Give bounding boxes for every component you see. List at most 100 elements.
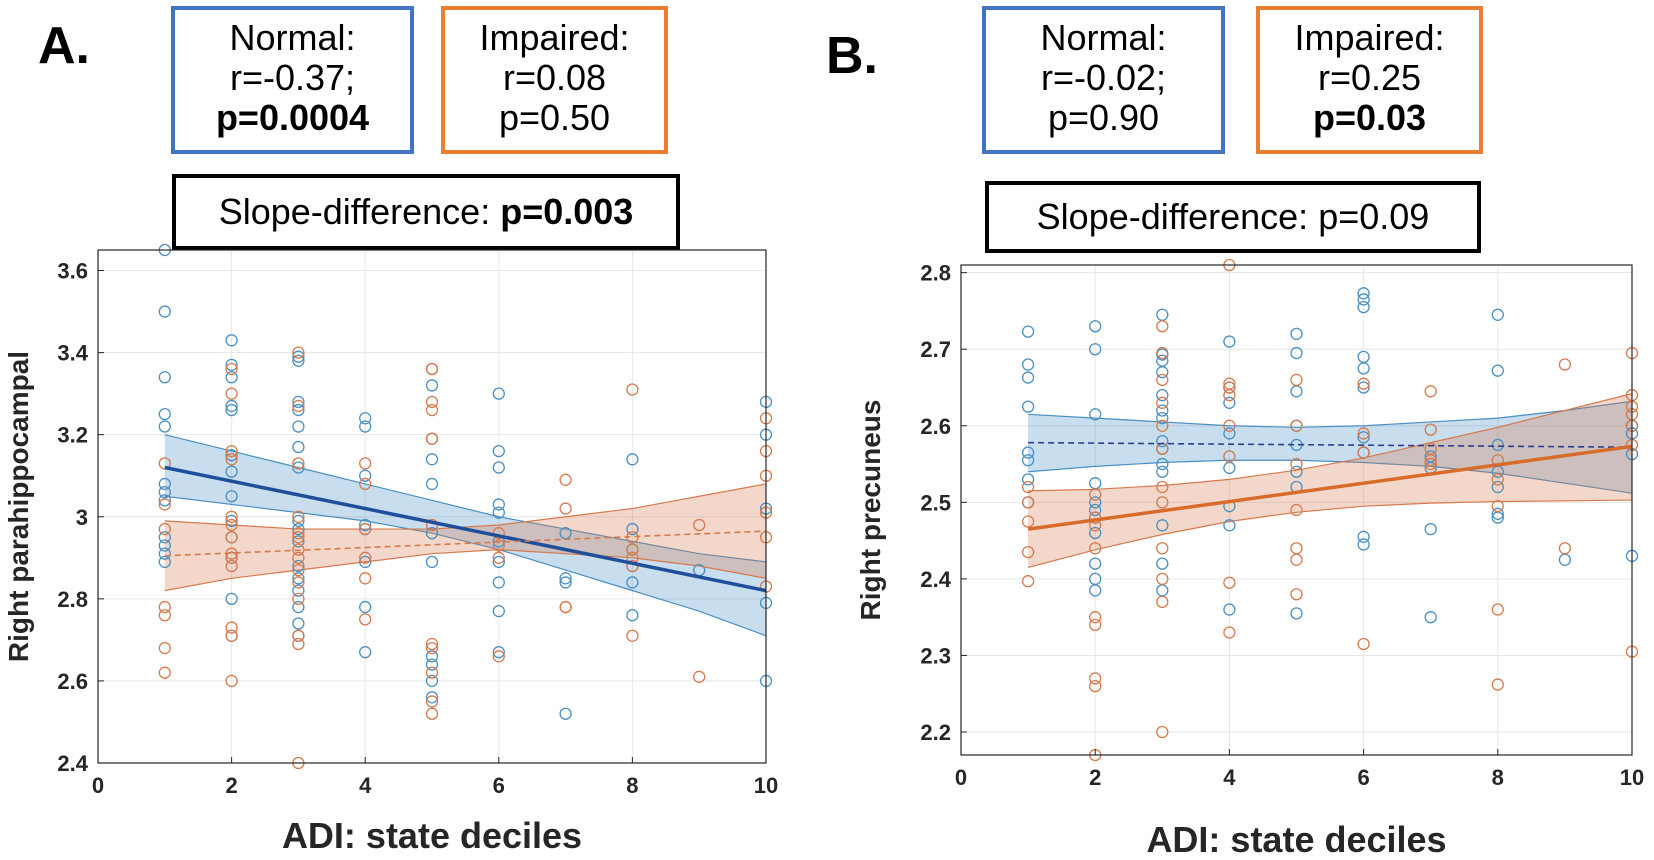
data-point-normal: [292, 440, 305, 454]
data-point-impaired: [1089, 679, 1102, 693]
data-point-impaired: [1290, 503, 1303, 517]
panel-b-impaired-stats-box: Impaired: r=0.25 p=0.03: [1256, 6, 1483, 154]
y-tick-label: 2.6: [920, 414, 951, 439]
data-point-impaired: [359, 613, 372, 626]
panel-b-slope-p: p=0.09: [1318, 196, 1430, 237]
fit-line-normal: [164, 465, 767, 593]
data-point-impaired: [1156, 572, 1169, 586]
panel-a-letter: A.: [38, 17, 90, 75]
data-point-normal: [1156, 411, 1169, 425]
y-tick-label: 2.3: [920, 643, 951, 668]
data-point-normal: [1089, 503, 1102, 517]
y-tick-label: 2.8: [57, 587, 88, 612]
ci-lower-impaired: [164, 548, 767, 592]
panel-a-impaired-stats-box: Impaired: r=0.08 p=0.50: [441, 6, 668, 154]
fit-line-impaired: [1027, 444, 1633, 531]
data-point-impaired: [1357, 427, 1370, 440]
data-point-normal: [1089, 320, 1102, 333]
data-point-impaired: [1290, 457, 1303, 471]
data-point-normal: [225, 592, 238, 605]
data-point-normal: [359, 469, 372, 482]
data-point-normal: [425, 527, 439, 540]
data-point-normal: [1021, 400, 1035, 413]
data-point-normal: [292, 572, 305, 585]
panel-b-impaired-title: Impaired:: [1294, 17, 1445, 58]
x-tick-label: 6: [1357, 765, 1369, 790]
data-point-normal: [626, 576, 639, 589]
data-point-impaired: [1089, 672, 1102, 685]
data-point-normal: [359, 555, 372, 569]
y-tick-label: 2.8: [920, 261, 951, 286]
data-point-impaired: [1424, 423, 1437, 436]
data-point-impaired: [225, 629, 238, 642]
panel-a-impaired-p: p=0.50: [498, 97, 611, 138]
data-point-impaired: [1357, 446, 1370, 459]
ci-lower-normal: [1028, 459, 1633, 494]
data-point-impaired: [292, 576, 305, 589]
data-point-normal: [1089, 343, 1102, 356]
data-point-impaired: [1156, 346, 1169, 360]
x-axis-label: ADI: state deciles: [282, 815, 582, 856]
data-point-impaired: [1223, 626, 1236, 639]
data-point-impaired: [425, 362, 439, 376]
data-point-impaired: [492, 539, 505, 552]
data-point-impaired: [626, 629, 639, 642]
data-point-normal: [225, 514, 238, 528]
data-point-impaired: [292, 543, 305, 556]
chart-panel-b: 0 2 4 6 8 10 2.2 2.3 2.4 2.5 2.6 2.7 2.8 ADI: state d…: [855, 258, 1644, 860]
data-point-impaired: [225, 453, 238, 466]
data-point-impaired: [225, 518, 238, 532]
data-point-normal: [1156, 366, 1169, 379]
data-point-normal: [1223, 519, 1236, 532]
data-point-impaired: [225, 551, 238, 564]
data-point-impaired: [1156, 725, 1169, 739]
data-point-impaired: [559, 600, 572, 614]
data-point-impaired: [292, 629, 305, 642]
data-point-impaired: [425, 395, 439, 408]
data-point-normal: [492, 461, 505, 474]
data-point-normal: [425, 691, 439, 704]
y-tick-label: 2.7: [920, 337, 951, 362]
data-point-normal: [1089, 408, 1102, 421]
x-tick-label: 4: [359, 773, 372, 798]
data-point-impaired: [292, 637, 305, 651]
data-point-normal: [1290, 385, 1303, 398]
data-point-normal: [559, 707, 572, 720]
x-tick-label: 10: [754, 773, 778, 798]
data-point-impaired: [1223, 381, 1236, 394]
data-point-normal: [425, 379, 439, 392]
data-point-impaired: [1290, 419, 1303, 432]
data-point-normal: [292, 514, 305, 528]
panel-b-impaired-r: r=0.25: [1317, 57, 1422, 98]
data-point-impaired: [359, 522, 372, 536]
data-point-normal: [1491, 364, 1504, 377]
data-point-impaired: [559, 502, 572, 515]
x-tick-label: 2: [1089, 765, 1101, 790]
data-point-normal: [425, 555, 439, 569]
data-point-normal: [158, 531, 171, 544]
y-tick-label: 2.4: [920, 567, 951, 592]
plot-frame: [97, 249, 767, 764]
data-point-normal: [359, 600, 372, 614]
data-point-impaired: [1156, 419, 1169, 432]
data-point-normal: [492, 576, 505, 589]
data-point-impaired: [1424, 457, 1437, 471]
data-point-normal: [1223, 335, 1236, 348]
data-point-impaired: [225, 674, 238, 688]
data-point-normal: [492, 498, 505, 511]
data-point-impaired: [1491, 603, 1504, 616]
data-point-normal: [1290, 346, 1303, 360]
data-point-impaired: [359, 457, 372, 470]
data-point-impaired: [225, 362, 238, 376]
data-point-normal: [492, 444, 505, 458]
panel-b-normal-title: Normal:: [1040, 17, 1167, 58]
data-point-normal: [492, 387, 505, 400]
data-point-impaired: [1491, 500, 1504, 513]
data-point-impaired: [425, 403, 439, 417]
y-tick-label: 2.6: [57, 669, 88, 694]
data-point-impaired: [158, 666, 171, 679]
data-point-impaired: [292, 551, 305, 564]
data-point-normal: [359, 646, 372, 659]
data-point-impaired: [225, 531, 238, 544]
x-tick-label: 8: [1492, 765, 1504, 790]
